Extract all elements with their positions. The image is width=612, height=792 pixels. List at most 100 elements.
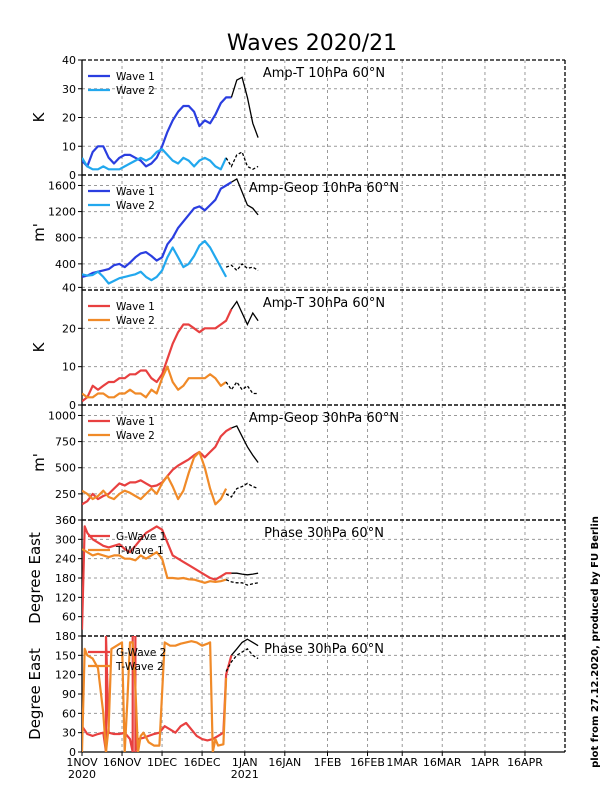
y-tick-label: 40 <box>62 281 76 294</box>
legend-label: Wave 2 <box>116 200 155 212</box>
legend-label: G-Wave 2 <box>116 647 166 659</box>
panel-2: 40 400 800 1200 1600 m' Amp-Geop 10hPa 60°N Wav… <box>30 174 566 294</box>
series-line-t-wave-1 <box>82 548 227 584</box>
y-tick-label: 0 <box>69 169 76 182</box>
y-tick-label: 20 <box>62 322 76 335</box>
y-tick-label: 0 <box>69 514 76 527</box>
series-group <box>82 636 259 752</box>
y-tick-label: 300 <box>55 533 76 546</box>
series-group <box>82 525 259 630</box>
series-line-g-wave-1 <box>82 525 232 630</box>
y-tick-label: 60 <box>62 707 76 720</box>
y-tick-label: 0 <box>69 746 76 759</box>
y-tick-label: 90 <box>62 688 76 701</box>
panel-5: 60 120 180 240 300 360 Degree East Phase 30hPa … <box>26 514 566 637</box>
x-axis: 1NOV 16NOV 1DEC 16DEC 1JAN 16JAN 1FEB 16FEB 1MAR… <box>66 752 543 781</box>
y-axis-label: m' <box>30 453 48 472</box>
x-tick-label: 16MAR <box>423 756 462 769</box>
legend-label: Wave 2 <box>116 85 155 97</box>
legend-label: T-Wave 2 <box>115 661 164 673</box>
forecast-line-solid <box>231 572 259 576</box>
y-tick-label: 10 <box>62 361 76 374</box>
panel-title: Amp-Geop 10hPa 60°N <box>249 181 399 196</box>
y-tick-label: 360 <box>55 514 76 527</box>
legend-label: Wave 1 <box>116 416 155 428</box>
legend-label: Wave 1 <box>116 186 155 198</box>
panel-title: Phase 30hPa 60°N <box>264 526 384 541</box>
y-tick-label: 500 <box>55 462 76 475</box>
panel-1: 0 10 20 30 40 K Amp-T 10hPa 60°N Wave 1 Wave 2 <box>30 54 566 182</box>
forecast-line-dashed <box>225 482 259 498</box>
panel-title: Phase 30hPa 60°N <box>264 642 384 657</box>
y-tick-label: 30 <box>62 727 76 740</box>
series-line-wave-2 <box>82 450 228 506</box>
forecast-line-dashed <box>225 648 259 672</box>
panel-title: Amp-T 10hPa 60°N <box>263 66 385 81</box>
series-line-wave-2 <box>82 148 228 171</box>
panel-4: 0 250 500 750 1000 m' Amp-Geop 30hPa 60°N Wave … <box>30 404 566 527</box>
series-group <box>82 300 259 403</box>
credit-text: plot from 27.12.2020, produced by FU Ber… <box>590 516 601 768</box>
y-tick-label: 30 <box>62 83 76 96</box>
x-tick-label: 16NOV <box>103 756 142 769</box>
y-axis-label: Degree East <box>26 648 44 740</box>
forecast-line-solid <box>231 425 259 463</box>
y-tick-label: 120 <box>55 669 76 682</box>
y-tick-label: 60 <box>62 611 76 624</box>
x-year-label: 2021 <box>231 768 259 781</box>
forecast-line-solid <box>231 177 259 216</box>
x-tick-label: 1DEC <box>147 756 177 769</box>
y-axis-label: K <box>30 341 48 352</box>
x-tick-label: 16FEB <box>350 756 385 769</box>
y-tick-label: 1600 <box>48 179 76 192</box>
panel-6: 0 30 60 90 120 150 180 Degree East Phase 30hPa 6… <box>26 630 566 759</box>
forecast-line-dashed <box>225 579 259 586</box>
x-tick-label: 1APR <box>471 756 500 769</box>
legend-label: Wave 2 <box>116 315 155 327</box>
y-axis-label: K <box>30 111 48 122</box>
legend-label: Wave 2 <box>116 430 155 442</box>
series-line-wave-2 <box>82 365 227 399</box>
x-tick-label: 16APR <box>507 756 543 769</box>
forecast-line-solid <box>230 300 259 327</box>
y-tick-label: 1000 <box>48 409 76 422</box>
forecast-line-solid <box>230 76 259 138</box>
y-tick-label: 800 <box>55 232 76 245</box>
legend-label: T-Wave 1 <box>115 545 164 557</box>
legend-label: Wave 1 <box>116 301 155 313</box>
y-tick-label: 180 <box>55 630 76 643</box>
forecast-line-dashed <box>225 262 259 272</box>
x-tick-label: 1MAR <box>386 756 418 769</box>
y-tick-label: 1200 <box>48 206 76 219</box>
series-line-wave-1 <box>82 308 233 403</box>
y-tick-label: 750 <box>55 436 76 449</box>
y-tick-label: 20 <box>62 112 76 125</box>
series-group <box>82 425 259 506</box>
y-tick-label: 240 <box>55 553 76 566</box>
y-tick-label: 250 <box>55 488 76 501</box>
page-title: Waves 2020/21 <box>227 31 397 56</box>
legend-label: Wave 1 <box>116 71 155 83</box>
x-tick-label: 1FEB <box>314 756 342 769</box>
series-line-g-wave-2 <box>82 636 233 752</box>
y-tick-label: 120 <box>55 591 76 604</box>
panel-title: Amp-Geop 30hPa 60°N <box>249 411 399 426</box>
x-tick-label: 16JAN <box>268 756 301 769</box>
series-line-wave-1 <box>82 96 232 168</box>
panel-title: Amp-T 30hPa 60°N <box>263 296 385 311</box>
y-tick-label: 400 <box>55 258 76 271</box>
forecast-line-dashed <box>225 151 259 171</box>
x-year-label: 2020 <box>68 768 96 781</box>
y-axis-label: Degree East <box>26 532 44 624</box>
y-tick-label: 10 <box>62 140 76 153</box>
series-group <box>82 76 259 171</box>
series-line-wave-1 <box>82 181 232 278</box>
x-tick-label: 1NOV <box>66 756 98 769</box>
forecast-line-solid <box>230 638 259 656</box>
panel-3: 0 10 20 K Amp-T 30hPa 60°N Wave 1 Wave 2 <box>30 289 566 412</box>
y-tick-label: 150 <box>55 649 76 662</box>
x-tick-label: 16DEC <box>184 756 221 769</box>
panels: 0 10 20 30 40 K Amp-T 10hPa 60°N Wave 1 Wave 2 40… <box>26 54 566 781</box>
forecast-line-dashed <box>225 380 259 395</box>
